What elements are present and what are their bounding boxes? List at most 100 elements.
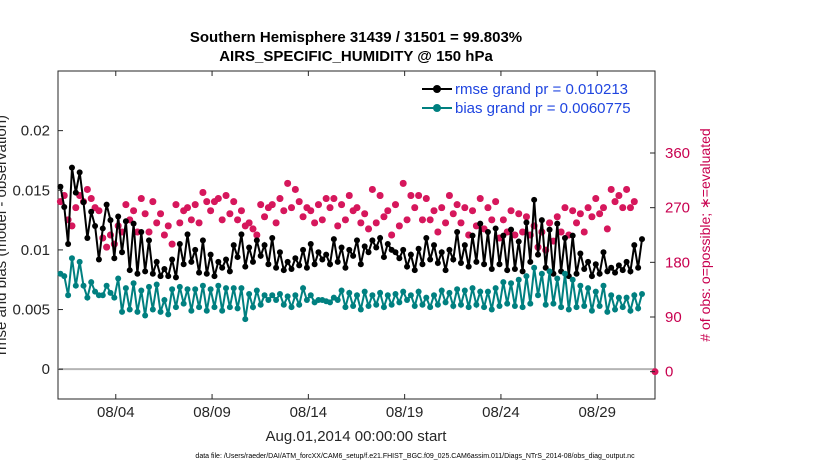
obs-evaluated-point <box>346 192 353 199</box>
rmse-point <box>373 244 380 251</box>
bias-point <box>404 297 411 304</box>
bias-point <box>415 288 422 295</box>
obs-evaluated-point <box>195 219 203 227</box>
bias-point <box>504 300 511 307</box>
obs-evaluated-point <box>253 231 261 239</box>
bias-point <box>446 289 453 296</box>
obs-evaluated-point <box>527 231 534 239</box>
obs-evaluated-point <box>403 216 411 224</box>
obs-evaluated-point <box>353 204 361 211</box>
obs-evaluated-point <box>326 204 334 211</box>
rmse-point <box>61 203 68 210</box>
obs-evaluated-point <box>496 234 503 242</box>
rmse-point <box>296 262 303 269</box>
bias-point <box>61 273 68 280</box>
rmse-point <box>330 236 337 243</box>
bias-point <box>531 264 538 271</box>
bias-point <box>342 304 349 311</box>
bias-point <box>172 304 179 311</box>
obs-evaluated-point <box>542 246 549 254</box>
obs-evaluated-point <box>319 216 326 224</box>
obs-evaluated-point <box>477 195 484 202</box>
y2-axis-label: # of obs: o=possible; ∗=evaluated <box>697 128 713 341</box>
rmse-point <box>384 240 391 247</box>
rmse-point <box>523 219 530 226</box>
obs-evaluated-point <box>369 186 376 193</box>
obs-evaluated-point <box>72 204 80 211</box>
rmse-point <box>130 220 137 227</box>
bias-point <box>107 289 114 296</box>
rmse-point <box>149 270 156 277</box>
bias-point <box>384 292 391 299</box>
bias-point <box>188 307 195 314</box>
rmse-point <box>92 223 99 230</box>
obs-evaluated-point <box>230 198 237 205</box>
obs-evaluated-point <box>111 240 118 248</box>
bias-point <box>623 294 630 301</box>
bias-point <box>608 292 615 299</box>
rmse-point <box>639 236 646 243</box>
bias-point <box>431 292 438 299</box>
bias-point <box>234 305 241 312</box>
obs-evaluated-point <box>492 198 499 205</box>
rmse-point <box>303 264 310 271</box>
obs-evaluated-point <box>161 231 168 239</box>
rmse-point <box>223 256 230 263</box>
legend: rmse grand pr = 0.010213 bias grand pr =… <box>422 81 631 117</box>
rmse-point <box>284 258 291 265</box>
bias-point <box>226 304 233 311</box>
obs-evaluated-point <box>118 228 126 236</box>
bias-point <box>68 255 75 262</box>
rmse-point <box>377 234 384 241</box>
rmse-point <box>253 237 260 244</box>
bias-point <box>346 289 353 296</box>
rmse-point <box>380 254 387 261</box>
obs-evaluated-point <box>165 222 172 230</box>
bias-point <box>639 291 646 298</box>
obs-evaluated-point <box>149 198 157 205</box>
rmse-point <box>184 231 191 238</box>
rmse-point <box>519 268 526 275</box>
rmse-point <box>488 265 495 272</box>
bias-point <box>257 301 264 308</box>
bias-point <box>465 304 472 311</box>
bias-point <box>284 293 291 300</box>
rmse-point <box>249 258 256 265</box>
obs-evaluated-point <box>103 243 110 251</box>
obs-evaluated-point <box>592 195 599 202</box>
rmse-point <box>577 250 584 257</box>
rmse-point <box>115 213 122 220</box>
chart-title-line1: Southern Hemisphere 31439 / 31501 = 99.8… <box>190 29 522 46</box>
bias-point <box>138 287 145 294</box>
obs-evaluated-point <box>584 204 592 211</box>
rmse-point <box>172 274 179 281</box>
rmse-point <box>342 264 349 271</box>
bias-point <box>477 288 484 295</box>
rmse-point <box>180 261 187 268</box>
obs-evaluated-point <box>203 198 210 205</box>
bias-point <box>223 285 230 292</box>
rmse-point <box>546 226 553 233</box>
bias-point <box>361 288 368 295</box>
rmse-point <box>207 251 214 258</box>
obs-count-layer <box>56 179 659 376</box>
bias-point <box>442 299 449 306</box>
rmse-point <box>477 220 484 227</box>
obs-evaluated-point <box>153 219 160 227</box>
obs-evaluated-point <box>292 186 299 193</box>
bias-point <box>411 302 418 309</box>
obs-evaluated-point <box>299 213 307 220</box>
rmse-point <box>396 255 403 262</box>
rmse-point <box>438 249 445 256</box>
y-tick-label: 0.015 <box>12 182 50 199</box>
obs-evaluated-point <box>61 192 68 199</box>
bias-point <box>350 302 357 309</box>
obs-evaluated-point <box>238 207 245 214</box>
obs-evaluated-point <box>469 207 476 214</box>
y-axis-ticks: 0 0.005 0.01 0.015 0.02 <box>12 123 63 378</box>
bias-point <box>535 292 542 299</box>
obs-evaluated-point <box>245 219 253 227</box>
rmse-point <box>307 240 314 247</box>
bias-point <box>438 287 445 294</box>
